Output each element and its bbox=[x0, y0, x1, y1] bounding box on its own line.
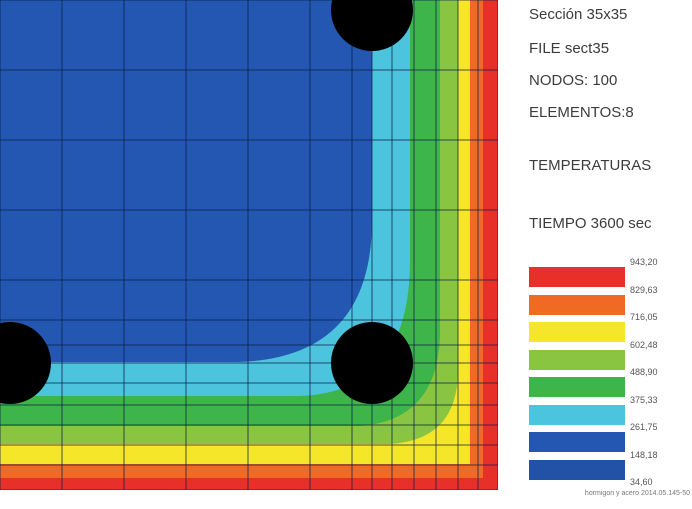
legend-value: 34,60 bbox=[630, 477, 653, 487]
section-title: Sección 35x35 bbox=[529, 6, 628, 23]
legend-value: 716,05 bbox=[630, 312, 658, 322]
time-label: TIEMPO 3600 sec bbox=[529, 215, 652, 232]
elements-label: ELEMENTOS:8 bbox=[529, 104, 634, 121]
legend-color-box bbox=[529, 267, 625, 287]
legend-value: 829,63 bbox=[630, 284, 658, 295]
legend-value: 943,20 bbox=[630, 257, 658, 267]
legend-value: 375,33 bbox=[630, 394, 658, 405]
finite-element-mesh bbox=[0, 0, 498, 490]
legend-value: 602,48 bbox=[630, 339, 658, 350]
legend-color-box bbox=[529, 377, 625, 397]
rebar-top bbox=[331, 0, 413, 51]
legend-color-box bbox=[529, 404, 625, 425]
legend-color-box bbox=[529, 322, 625, 342]
result-type-label: TEMPERATURAS bbox=[529, 157, 652, 174]
legend-color-box bbox=[529, 349, 625, 370]
legend-value: 148,18 bbox=[630, 449, 658, 460]
file-label: FILE sect35 bbox=[529, 40, 610, 57]
temperature-contour-plot bbox=[0, 0, 498, 490]
legend-color-box bbox=[529, 432, 625, 452]
credit-text: hormigon y acero 2014.05.145-50 bbox=[584, 490, 690, 497]
nodes-label: NODOS: 100 bbox=[529, 72, 618, 89]
rebar-left bbox=[0, 322, 51, 404]
legend-value: 261,75 bbox=[630, 422, 658, 432]
legend-color-box bbox=[529, 294, 625, 315]
legend-color-box bbox=[529, 459, 625, 480]
legend-value: 488,90 bbox=[630, 367, 658, 377]
rebar-corner bbox=[331, 322, 413, 404]
